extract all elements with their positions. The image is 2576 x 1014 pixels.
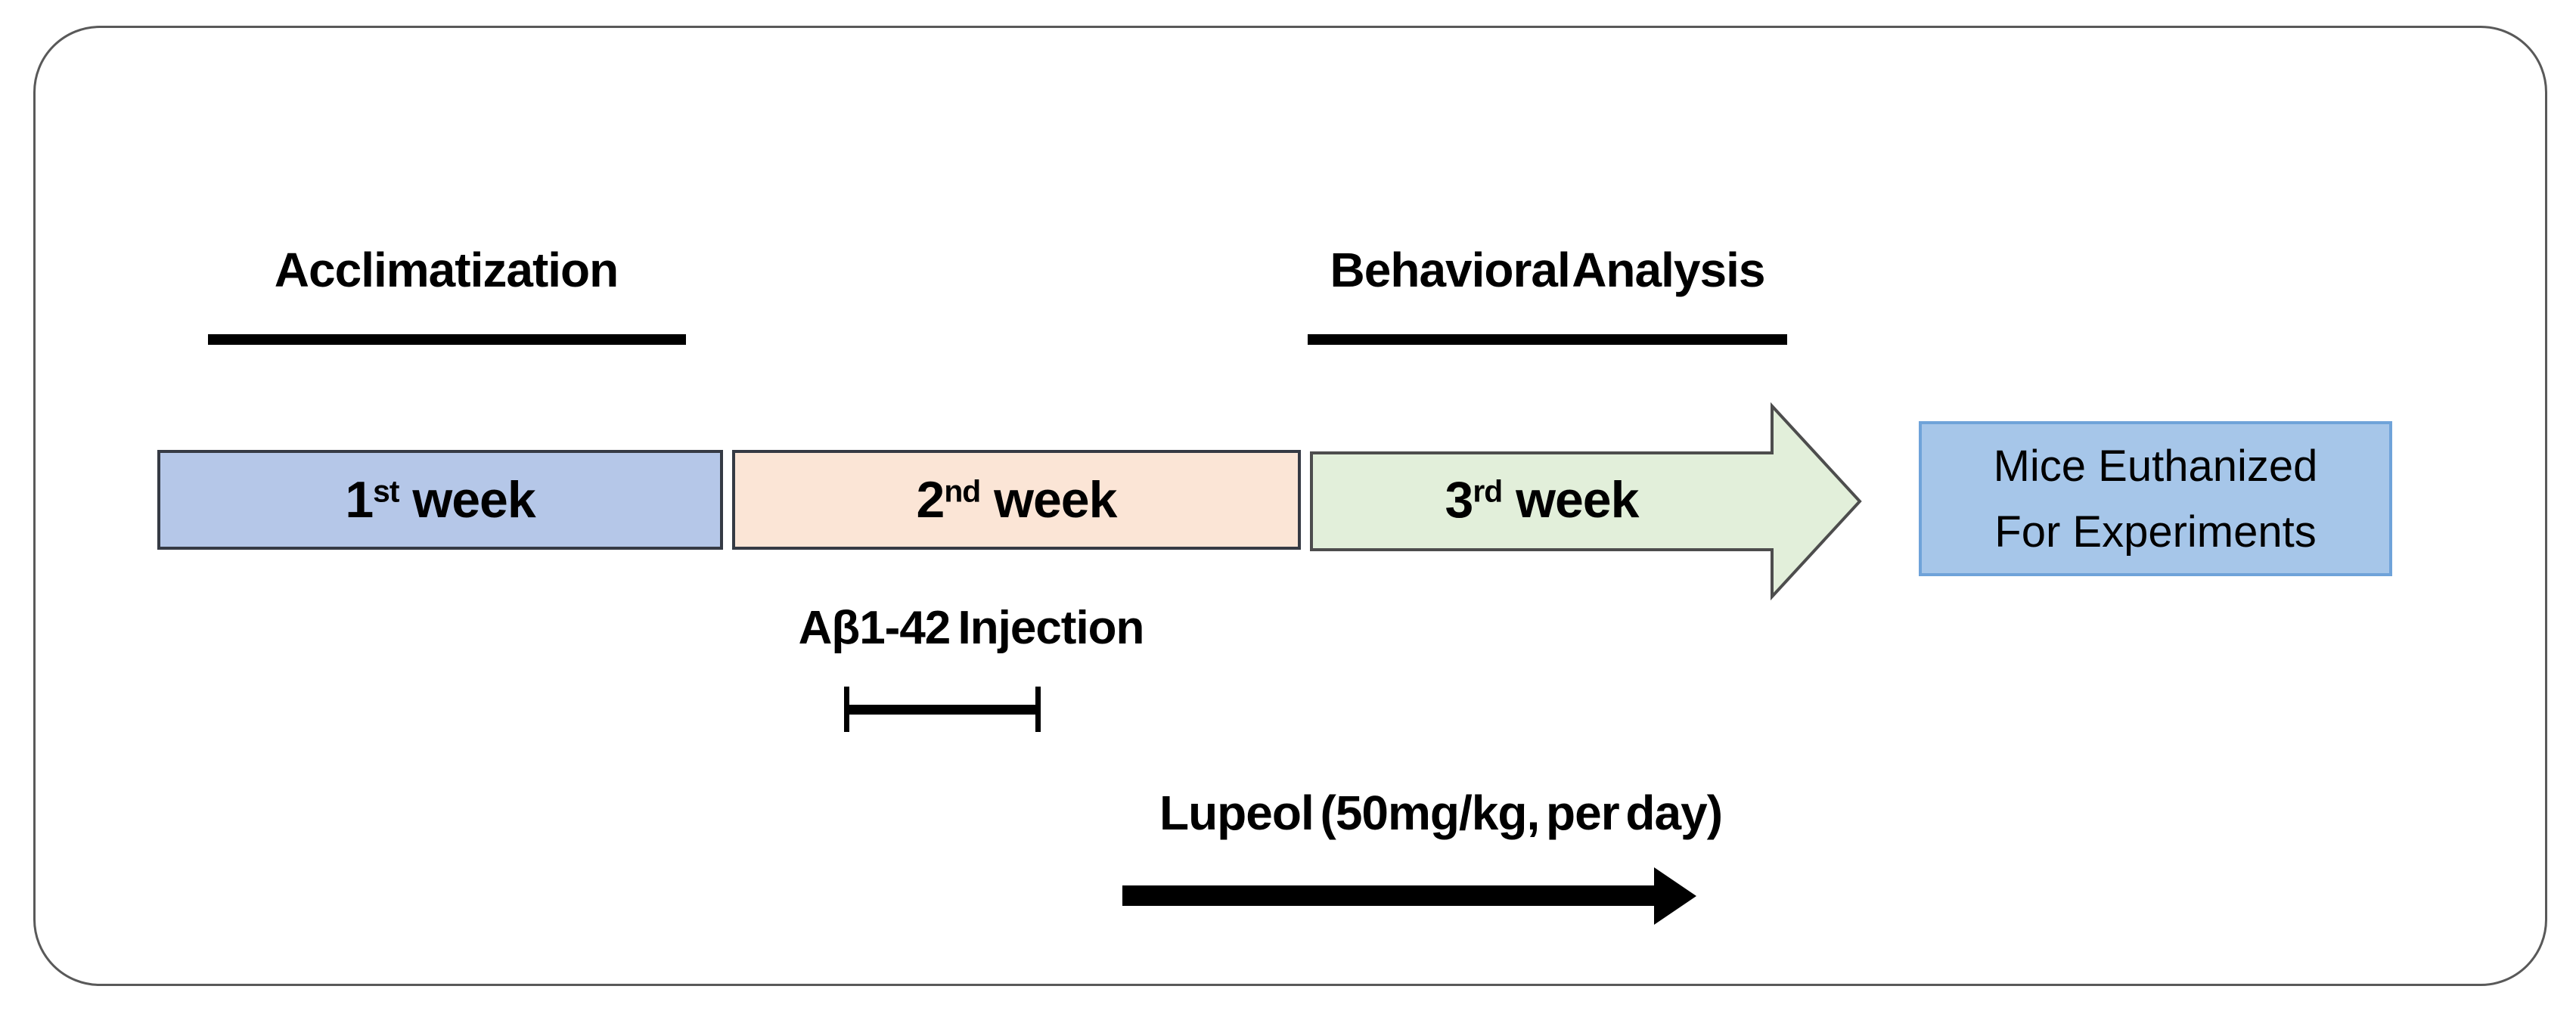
- bracket-right-cap: [1035, 687, 1041, 732]
- acclimatization-label: Acclimatization: [274, 243, 619, 297]
- week2-label: 2nd week: [916, 471, 1118, 529]
- week1-ordinal: st: [373, 473, 399, 509]
- behavioral-analysis-label: Behavioral Analysis: [1330, 243, 1766, 297]
- lupeol-label: Lupeol (50mg/kg, per day): [1159, 786, 1723, 840]
- week3-label: 3rd week: [1445, 471, 1640, 529]
- week3-arrow-shape: [1310, 402, 1862, 601]
- week3-block: 3rd week: [1311, 450, 1772, 550]
- lupeol-duration-arrow: [1122, 867, 1696, 925]
- week1-block: 1st week: [157, 450, 723, 550]
- injection-duration-bracket: [844, 687, 1041, 732]
- endpoint-line1: Mice Euthanized: [1993, 441, 2318, 491]
- right-arrow-icon: [1310, 402, 1862, 601]
- injection-label: Aβ1-42 Injection: [798, 602, 1145, 654]
- behavioral-analysis-underline: [1308, 334, 1787, 345]
- diagram-border: [33, 26, 2547, 986]
- week1-label: 1st week: [345, 471, 535, 529]
- mice-euthanized-box: Mice Euthanized For Experiments: [1919, 421, 2392, 576]
- week2-block: 2nd week: [732, 450, 1301, 550]
- black-arrow-icon: [1122, 867, 1696, 925]
- week3-ordinal: rd: [1473, 473, 1503, 509]
- endpoint-line2: For Experiments: [1994, 507, 2317, 557]
- bracket-bar: [844, 705, 1041, 715]
- acclimatization-underline: [208, 334, 686, 345]
- week2-ordinal: nd: [944, 473, 981, 509]
